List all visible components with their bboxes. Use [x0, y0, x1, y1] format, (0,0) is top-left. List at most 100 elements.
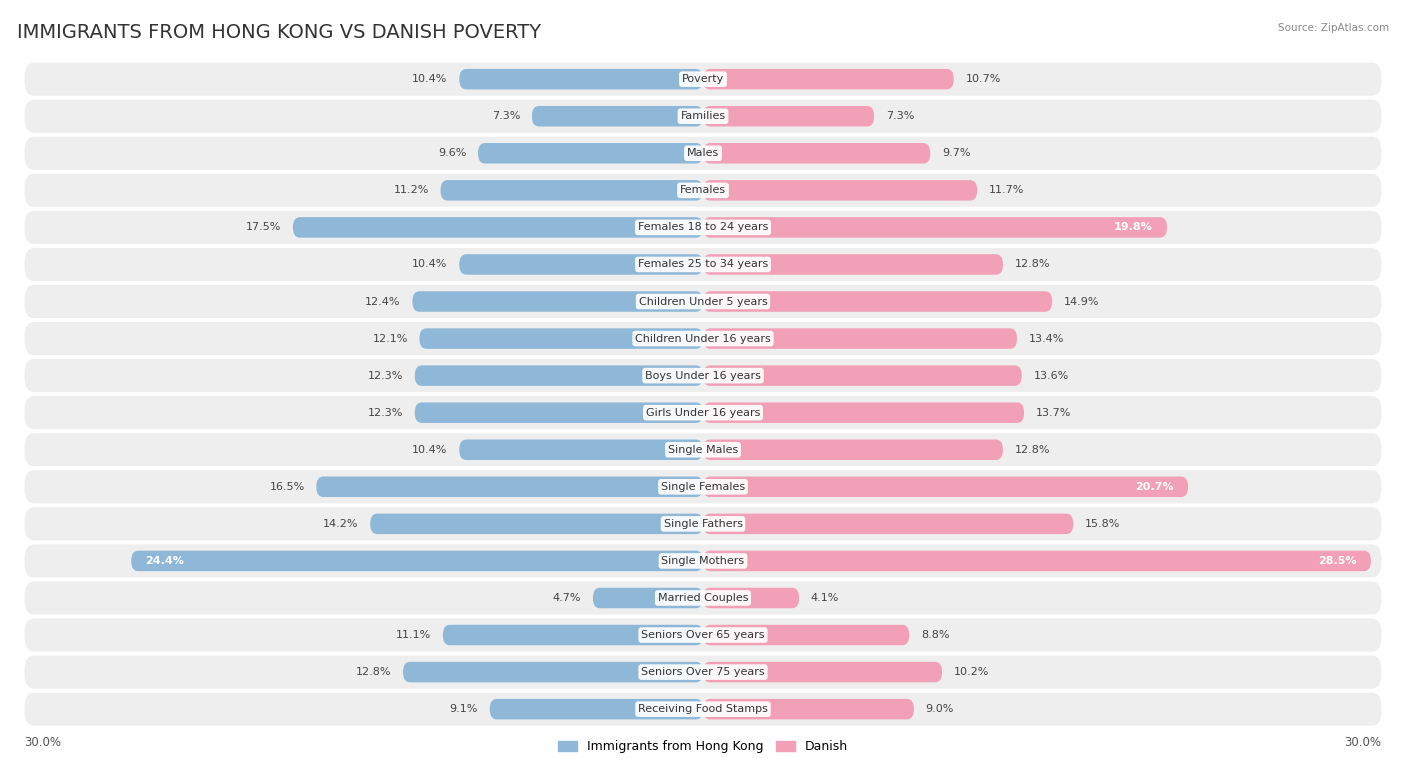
- FancyBboxPatch shape: [443, 625, 703, 645]
- Text: Females: Females: [681, 186, 725, 196]
- Text: 8.8%: 8.8%: [921, 630, 949, 640]
- Text: 4.1%: 4.1%: [811, 593, 839, 603]
- FancyBboxPatch shape: [25, 581, 1381, 615]
- FancyBboxPatch shape: [460, 440, 703, 460]
- FancyBboxPatch shape: [370, 514, 703, 534]
- FancyBboxPatch shape: [25, 63, 1381, 96]
- Text: Males: Males: [688, 149, 718, 158]
- Text: 12.1%: 12.1%: [373, 334, 408, 343]
- FancyBboxPatch shape: [25, 174, 1381, 207]
- Text: 9.7%: 9.7%: [942, 149, 970, 158]
- Text: 14.2%: 14.2%: [323, 519, 359, 529]
- Text: Seniors Over 65 years: Seniors Over 65 years: [641, 630, 765, 640]
- Text: 13.4%: 13.4%: [1029, 334, 1064, 343]
- FancyBboxPatch shape: [25, 656, 1381, 688]
- FancyBboxPatch shape: [25, 136, 1381, 170]
- Text: Single Mothers: Single Mothers: [661, 556, 745, 566]
- Text: 20.7%: 20.7%: [1136, 482, 1174, 492]
- Text: 13.6%: 13.6%: [1033, 371, 1069, 381]
- FancyBboxPatch shape: [703, 291, 1052, 312]
- Text: 10.4%: 10.4%: [412, 445, 447, 455]
- FancyBboxPatch shape: [703, 328, 1017, 349]
- FancyBboxPatch shape: [131, 550, 703, 572]
- Text: Single Fathers: Single Fathers: [664, 519, 742, 529]
- FancyBboxPatch shape: [419, 328, 703, 349]
- FancyBboxPatch shape: [703, 440, 1002, 460]
- FancyBboxPatch shape: [703, 550, 1371, 572]
- Text: Seniors Over 75 years: Seniors Over 75 years: [641, 667, 765, 677]
- FancyBboxPatch shape: [703, 477, 1188, 497]
- FancyBboxPatch shape: [25, 470, 1381, 503]
- Text: 11.2%: 11.2%: [394, 186, 429, 196]
- FancyBboxPatch shape: [404, 662, 703, 682]
- FancyBboxPatch shape: [478, 143, 703, 164]
- Text: 9.0%: 9.0%: [925, 704, 955, 714]
- FancyBboxPatch shape: [703, 402, 1024, 423]
- Text: 7.3%: 7.3%: [886, 111, 914, 121]
- FancyBboxPatch shape: [703, 514, 1073, 534]
- Text: 15.8%: 15.8%: [1085, 519, 1121, 529]
- FancyBboxPatch shape: [25, 396, 1381, 429]
- FancyBboxPatch shape: [703, 217, 1167, 238]
- Text: 12.4%: 12.4%: [366, 296, 401, 306]
- FancyBboxPatch shape: [703, 587, 799, 608]
- FancyBboxPatch shape: [25, 693, 1381, 725]
- Text: Married Couples: Married Couples: [658, 593, 748, 603]
- Text: 12.8%: 12.8%: [356, 667, 391, 677]
- Text: 12.3%: 12.3%: [368, 371, 404, 381]
- Text: 10.4%: 10.4%: [412, 259, 447, 269]
- FancyBboxPatch shape: [25, 544, 1381, 578]
- FancyBboxPatch shape: [440, 180, 703, 201]
- Text: Females 18 to 24 years: Females 18 to 24 years: [638, 222, 768, 233]
- Text: 11.7%: 11.7%: [988, 186, 1024, 196]
- FancyBboxPatch shape: [25, 211, 1381, 244]
- Text: Females 25 to 34 years: Females 25 to 34 years: [638, 259, 768, 269]
- Text: Poverty: Poverty: [682, 74, 724, 84]
- FancyBboxPatch shape: [703, 365, 1022, 386]
- Text: Source: ZipAtlas.com: Source: ZipAtlas.com: [1278, 23, 1389, 33]
- Text: 9.6%: 9.6%: [437, 149, 467, 158]
- Text: Girls Under 16 years: Girls Under 16 years: [645, 408, 761, 418]
- FancyBboxPatch shape: [415, 365, 703, 386]
- FancyBboxPatch shape: [25, 619, 1381, 652]
- Text: IMMIGRANTS FROM HONG KONG VS DANISH POVERTY: IMMIGRANTS FROM HONG KONG VS DANISH POVE…: [17, 23, 541, 42]
- Text: 9.1%: 9.1%: [450, 704, 478, 714]
- FancyBboxPatch shape: [415, 402, 703, 423]
- Text: 19.8%: 19.8%: [1114, 222, 1153, 233]
- Text: 30.0%: 30.0%: [25, 736, 62, 749]
- FancyBboxPatch shape: [703, 106, 875, 127]
- Text: 11.1%: 11.1%: [396, 630, 432, 640]
- FancyBboxPatch shape: [25, 322, 1381, 355]
- Text: 10.4%: 10.4%: [412, 74, 447, 84]
- FancyBboxPatch shape: [25, 434, 1381, 466]
- FancyBboxPatch shape: [703, 143, 931, 164]
- Text: 14.9%: 14.9%: [1064, 296, 1099, 306]
- FancyBboxPatch shape: [460, 254, 703, 274]
- FancyBboxPatch shape: [531, 106, 703, 127]
- Text: 10.7%: 10.7%: [966, 74, 1001, 84]
- Text: Receiving Food Stamps: Receiving Food Stamps: [638, 704, 768, 714]
- FancyBboxPatch shape: [25, 359, 1381, 392]
- Text: Families: Families: [681, 111, 725, 121]
- FancyBboxPatch shape: [703, 625, 910, 645]
- FancyBboxPatch shape: [703, 69, 953, 89]
- Text: 24.4%: 24.4%: [145, 556, 184, 566]
- Text: 12.3%: 12.3%: [368, 408, 404, 418]
- FancyBboxPatch shape: [460, 69, 703, 89]
- FancyBboxPatch shape: [593, 587, 703, 608]
- FancyBboxPatch shape: [25, 507, 1381, 540]
- Text: Single Females: Single Females: [661, 482, 745, 492]
- Text: Single Males: Single Males: [668, 445, 738, 455]
- FancyBboxPatch shape: [703, 180, 977, 201]
- Text: 12.8%: 12.8%: [1015, 445, 1050, 455]
- FancyBboxPatch shape: [489, 699, 703, 719]
- Legend: Immigrants from Hong Kong, Danish: Immigrants from Hong Kong, Danish: [553, 735, 853, 758]
- Text: 12.8%: 12.8%: [1015, 259, 1050, 269]
- Text: 4.7%: 4.7%: [553, 593, 581, 603]
- Text: Children Under 16 years: Children Under 16 years: [636, 334, 770, 343]
- FancyBboxPatch shape: [292, 217, 703, 238]
- Text: Children Under 5 years: Children Under 5 years: [638, 296, 768, 306]
- Text: 7.3%: 7.3%: [492, 111, 520, 121]
- FancyBboxPatch shape: [25, 285, 1381, 318]
- Text: 28.5%: 28.5%: [1319, 556, 1357, 566]
